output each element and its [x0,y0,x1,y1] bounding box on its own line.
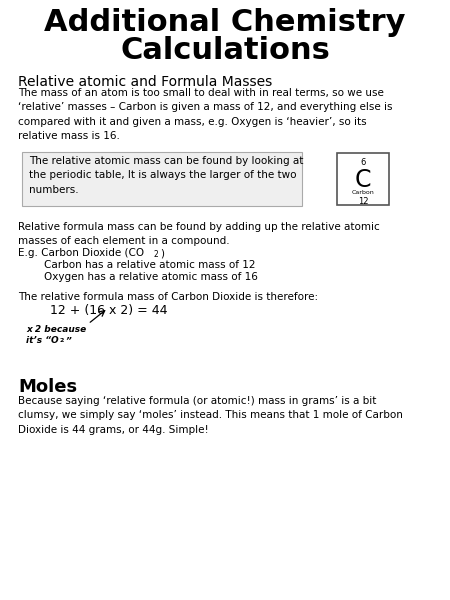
Text: Carbon has a relative atomic mass of 12: Carbon has a relative atomic mass of 12 [18,260,256,270]
Text: it’s “O: it’s “O [26,336,59,345]
Text: Carbon: Carbon [351,190,374,195]
Text: 2: 2 [60,338,64,343]
Text: The relative atomic mass can be found by looking at
the periodic table, It is al: The relative atomic mass can be found by… [29,156,303,195]
Text: ”: ” [65,336,71,345]
Text: Calculations: Calculations [120,36,330,65]
Text: 12: 12 [358,197,368,206]
Text: 2: 2 [154,250,159,259]
Text: 6: 6 [360,158,366,167]
Text: Because saying ‘relative formula (or atomic!) mass in grams’ is a bit
clumsy, we: Because saying ‘relative formula (or ato… [18,396,403,435]
Text: E.g. Carbon Dioxide (CO: E.g. Carbon Dioxide (CO [18,248,144,258]
Text: ): ) [160,248,164,258]
Text: x 2 because: x 2 because [26,325,86,334]
Text: Additional Chemistry: Additional Chemistry [44,8,406,37]
Text: The mass of an atom is too small to deal with in real terms, so we use
‘relative: The mass of an atom is too small to deal… [18,88,392,141]
Text: Oxygen has a relative atomic mass of 16: Oxygen has a relative atomic mass of 16 [18,272,258,282]
FancyBboxPatch shape [22,152,302,206]
Text: Moles: Moles [18,378,77,396]
Text: Relative formula mass can be found by adding up the relative atomic
masses of ea: Relative formula mass can be found by ad… [18,222,380,247]
Text: The relative formula mass of Carbon Dioxide is therefore:: The relative formula mass of Carbon Diox… [18,292,318,302]
Text: C: C [355,168,371,192]
Text: 12 + (16 x 2) = 44: 12 + (16 x 2) = 44 [18,304,167,317]
Text: Relative atomic and Formula Masses: Relative atomic and Formula Masses [18,75,272,89]
FancyBboxPatch shape [337,153,389,205]
